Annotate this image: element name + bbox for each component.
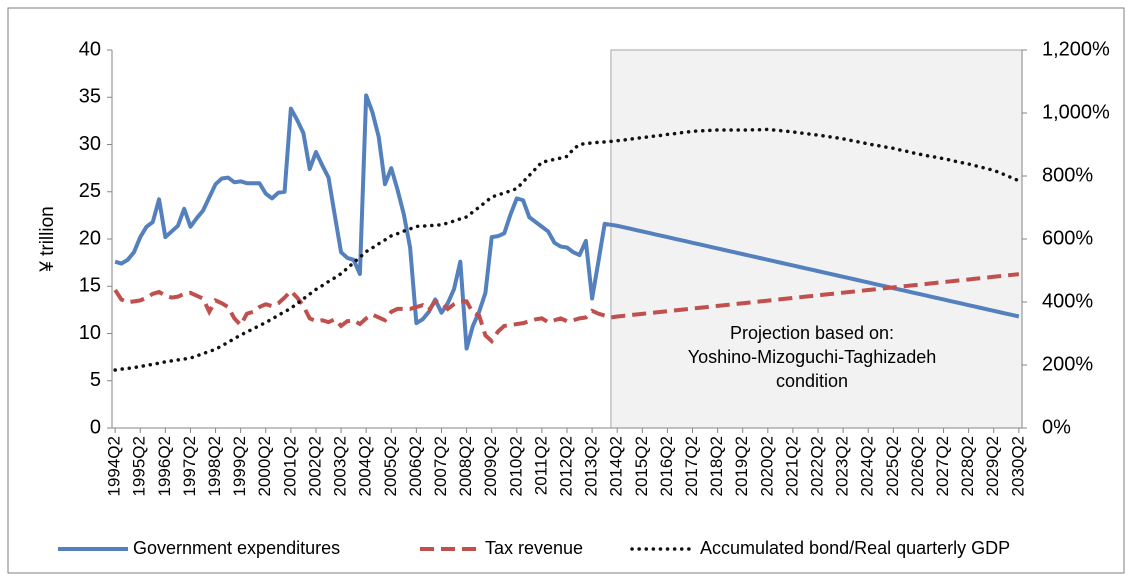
annotation: Projection based on: (730, 323, 894, 343)
x-tick-label: 2021Q2 (782, 436, 801, 497)
y-tick-label: 10 (79, 322, 101, 344)
x-tick-label: 2007Q2 (431, 436, 450, 497)
series-line (113, 272, 1020, 345)
x-tick-label: 2018Q2 (707, 436, 726, 497)
series-line (113, 127, 1021, 372)
x-tick-label: 2005Q2 (381, 436, 400, 497)
x-tick-label: 1995Q2 (130, 436, 149, 497)
x-tick-label: 2028Q2 (958, 436, 977, 497)
y-axis-title: ¥ trillion (37, 206, 58, 272)
x-tick-label: 2017Q2 (682, 436, 701, 497)
y-tick-label: 40 (79, 38, 101, 60)
legend-label: Government expenditures (133, 538, 340, 558)
x-tick-label: 2006Q2 (406, 436, 425, 497)
legend-label: Tax revenue (485, 538, 583, 558)
x-tick-label: 2002Q2 (305, 436, 324, 497)
x-tick-label: 1997Q2 (180, 436, 199, 497)
x-tick-label: 2019Q2 (732, 436, 751, 497)
x-tick-label: 2011Q2 (531, 436, 550, 495)
x-tick-label: 2012Q2 (556, 436, 575, 497)
legend-label: Accumulated bond/Real quarterly GDP (700, 538, 1010, 558)
x-tick-label: 1999Q2 (230, 436, 249, 497)
y-tick-label: 20 (79, 227, 101, 249)
y2-tick-label: 400% (1042, 290, 1093, 312)
y-tick-label: 35 (79, 86, 101, 108)
series-line (114, 93, 1020, 351)
x-tick-label: 2004Q2 (356, 436, 375, 497)
x-tick-label: 2022Q2 (808, 436, 827, 497)
x-tick-label: 1998Q2 (205, 436, 224, 497)
y-tick-label: 5 (90, 369, 101, 391)
y2-tick-label: 0% (1042, 416, 1071, 438)
x-tick-label: 2008Q2 (456, 436, 475, 497)
x-tick-label: 2016Q2 (657, 436, 676, 497)
y2-tick-label: 200% (1042, 353, 1093, 375)
x-tick-label: 2024Q2 (858, 436, 877, 497)
y-tick-label: 30 (79, 133, 101, 155)
x-tick-label: 2023Q2 (833, 436, 852, 497)
annotation: Yoshino-Mizoguchi-Taghizadeh (688, 347, 937, 367)
y2-tick-label: 800% (1042, 164, 1093, 186)
x-tick-label: 2015Q2 (632, 436, 651, 497)
y2-tick-label: 1,000% (1042, 101, 1110, 123)
x-tick-label: 2026Q2 (908, 436, 927, 497)
y-tick-label: 25 (79, 180, 101, 202)
x-tick-label: 2030Q2 (1008, 436, 1027, 497)
x-tick-label: 1994Q2 (105, 436, 124, 497)
x-tick-label: 2020Q2 (757, 436, 776, 497)
y2-tick-label: 600% (1042, 227, 1093, 249)
x-tick-label: 2003Q2 (331, 436, 350, 497)
x-tick-label: 2001Q2 (280, 436, 299, 497)
x-tick-label: 2000Q2 (255, 436, 274, 497)
x-tick-label: 1996Q2 (155, 436, 174, 497)
x-tick-label: 2010Q2 (506, 436, 525, 497)
y2-tick-label: 1,200% (1042, 38, 1110, 60)
x-tick-label: 2025Q2 (883, 436, 902, 497)
x-tick-label: 2027Q2 (933, 436, 952, 497)
x-tick-label: 2014Q2 (607, 436, 626, 497)
y-tick-label: 0 (90, 416, 101, 438)
annotation: condition (776, 371, 848, 391)
x-tick-label: 2029Q2 (983, 436, 1002, 497)
x-tick-label: 2013Q2 (582, 436, 601, 497)
x-tick-label: 2009Q2 (481, 436, 500, 497)
y-tick-label: 15 (79, 275, 101, 297)
